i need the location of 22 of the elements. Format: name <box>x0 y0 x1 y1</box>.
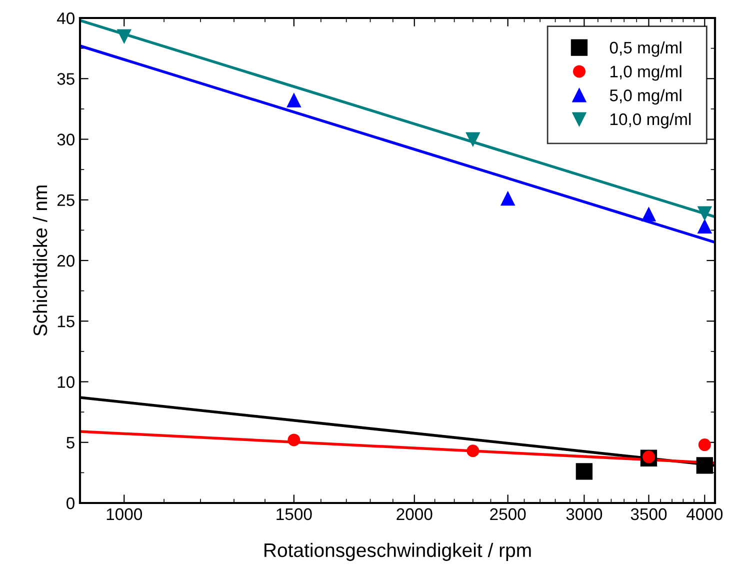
x-tick-label: 3000 <box>566 508 602 520</box>
y-tick-label: 40 <box>56 12 74 24</box>
y-tick-label: 10 <box>58 376 74 388</box>
y-tick-label: 0 <box>66 497 74 510</box>
x-tick-label: 2000 <box>396 508 432 520</box>
y-tick-label: 25 <box>57 194 74 206</box>
y-tick-label: 20 <box>57 254 74 267</box>
legend-label: 1,0 mg/ml <box>610 65 682 81</box>
legend-label: 10,0 mg/ml <box>610 112 691 128</box>
y-tick-label: 35 <box>57 73 74 85</box>
x-tick-label: 3500 <box>630 508 667 520</box>
x-tick-label: 1000 <box>106 508 142 520</box>
legend-label: 5,0 mg/ml <box>610 89 682 105</box>
x-tick-label: 1500 <box>276 508 312 520</box>
y-tick-label: 15 <box>58 316 74 328</box>
y-axis-title: Schichtdicke / nm <box>32 186 48 336</box>
y-tick-label: 30 <box>57 134 74 146</box>
y-tick-label: 5 <box>66 436 74 449</box>
legend-label: 0,5 mg/ml <box>610 41 682 57</box>
x-tick-label: 2500 <box>490 508 526 520</box>
x-tick-label: 4000 <box>686 508 723 520</box>
x-axis-title: Rotationsgeschwindigkeit / rpm <box>264 542 531 561</box>
